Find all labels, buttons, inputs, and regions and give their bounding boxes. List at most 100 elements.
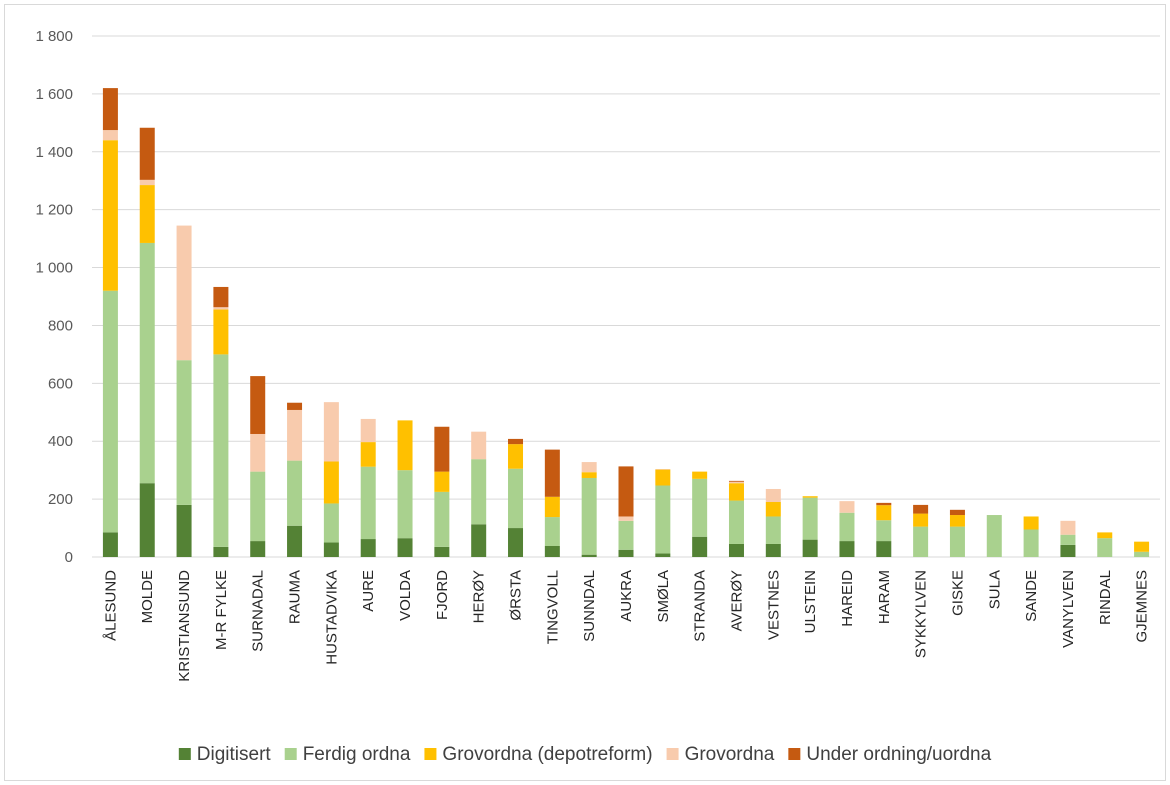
bar-segment [287,525,303,557]
bar-segment [434,471,450,492]
bar-stack [360,418,376,557]
bar-segment [250,541,266,557]
y-tick-label: 200 [48,491,73,508]
bar-segment [397,470,413,539]
x-tick-label: HAREID [839,570,856,627]
x-tick-label: SMØLA [655,570,672,623]
x-tick-label: SURNADAL [250,570,267,652]
bar-stack [618,466,634,557]
x-tick-label: GISKE [949,570,966,616]
bar-segment [655,469,671,470]
bar-stack [102,88,118,557]
bar-stack [544,449,560,557]
x-tick-label: GJEMNES [1134,570,1151,643]
bar-segment [876,505,892,521]
chart-frame [4,4,1166,781]
y-axis: 1 800 1 600 1 400 1 200 1 000 800 600 400 200 0 [35,28,73,566]
bar-stack [765,488,781,557]
bar-stack [471,431,487,557]
x-tick-label: SUNNDAL [581,570,598,642]
bar-segment [323,542,339,557]
bar-segment [839,501,855,513]
bar-segment [655,469,671,486]
x-tick-label: ØRSTA [508,570,525,621]
bar-segment [876,541,892,557]
y-tick-label: 800 [48,317,73,334]
bar-segment [471,524,487,557]
legend-swatch [284,748,297,760]
bar-segment [323,461,339,504]
bar-segment [508,438,524,445]
bar-segment [544,496,560,518]
x-tick-label: VESTNES [765,570,782,640]
y-tick-label: 0 [65,549,73,566]
bar-segment [434,491,450,547]
x-tick-label: KRISTIANSUND [176,570,193,682]
x-tick-label: HERØY [471,570,488,623]
bar-segment [508,444,524,469]
x-tick-label: STRANDA [692,570,709,642]
legend-label: Grovordna [685,744,775,765]
legend-item: Digitisert [178,744,272,765]
bar-segment [1023,516,1039,530]
legend: Digitisert Ferdig ordna Grovordna (depotre… [178,744,992,765]
x-tick-label: AURE [360,570,377,612]
legend-item: Under ordning/uordna [788,744,992,765]
bar-segment [1060,520,1076,535]
bar-segment [802,496,818,498]
bar-segment [581,477,597,555]
bar-stack [250,376,266,557]
legend-label: Digitisert [197,744,272,765]
bar-stack [287,402,303,557]
bar-segment [102,88,118,131]
bar-segment [213,286,229,308]
bars [102,88,1150,557]
bar-segment [765,516,781,544]
bar-segment [728,481,744,484]
bar-segment [728,480,744,482]
x-tick-label: ULSTEIN [802,570,819,633]
bar-segment [765,543,781,557]
x-tick-label: SYKKYLVEN [913,570,930,658]
y-tick-label: 1 000 [35,260,73,277]
bar-segment [102,130,118,141]
bar-segment [839,512,855,542]
bar-segment [102,290,118,533]
bar-segment [728,543,744,557]
bar-segment [139,127,155,180]
x-tick-label: HARAM [876,570,893,624]
bar-stack [802,496,818,557]
bar-segment [213,309,229,355]
bar-segment [949,526,965,557]
x-tick-label: VANYLVEN [1060,570,1077,648]
bar-segment [692,471,708,479]
bar-segment [692,536,708,557]
bar-segment [434,426,450,472]
bar-segment [544,449,560,497]
bar-segment [692,478,708,537]
bar-stack [139,127,155,557]
bar-stack [176,225,192,557]
bar-stack [323,402,339,557]
bar-segment [434,546,450,557]
bar-segment [728,483,744,501]
x-tick-label: M-R FYLKE [213,570,230,650]
bar-segment [397,538,413,557]
bar-segment [1097,532,1113,539]
x-tick-label: HUSTADVIKA [323,570,340,665]
bar-segment [913,504,929,514]
bar-stack [1023,516,1039,557]
bar-segment [360,466,376,540]
legend-swatch [666,748,679,760]
bar-segment [250,471,266,542]
bar-segment [544,517,560,547]
bar-segment [213,307,229,310]
legend-swatch [788,748,801,760]
legend-item: Grovordna [666,744,775,765]
bar-segment [1023,529,1039,557]
bar-stack [397,420,413,557]
bar-segment [949,509,965,516]
bar-segment [102,140,118,291]
